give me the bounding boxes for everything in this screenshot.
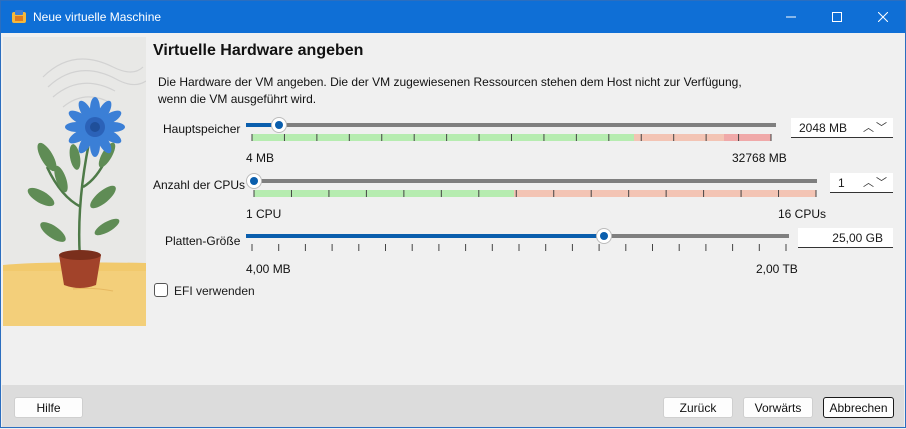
efi-checkbox[interactable] bbox=[154, 283, 168, 297]
minimize-icon bbox=[786, 16, 796, 18]
help-button[interactable]: Hilfe bbox=[14, 397, 83, 418]
cpu-slider-handle[interactable] bbox=[245, 172, 263, 190]
cpu-max-label: 16 CPUs bbox=[778, 207, 827, 221]
cpu-value: 1 bbox=[838, 176, 845, 190]
wizard-illustration bbox=[3, 37, 146, 326]
cpu-min-label: 1 CPU bbox=[246, 207, 282, 221]
page-description: Die Hardware der VM angeben. Die der VM … bbox=[158, 75, 742, 106]
cancel-button[interactable]: Abbrechen bbox=[823, 397, 894, 418]
disk-slider-handle[interactable] bbox=[595, 227, 613, 245]
disk-size-field[interactable]: 25,00 GB bbox=[798, 228, 893, 248]
memory-label: Hauptspeicher bbox=[163, 122, 241, 136]
cpu-spinbox[interactable]: 1 ︿﹀ bbox=[830, 173, 893, 193]
disk-value: 25,00 GB bbox=[832, 231, 883, 245]
page-title: Virtuelle Hardware angeben bbox=[153, 42, 364, 59]
window-title: Neue virtuelle Maschine bbox=[33, 10, 162, 24]
efi-label[interactable]: EFI verwenden bbox=[174, 284, 255, 298]
spin-arrows-icon[interactable]: ︿﹀ bbox=[863, 122, 889, 134]
maximize-button[interactable] bbox=[814, 1, 860, 33]
memory-spinbox[interactable]: 2048 MB ︿﹀ bbox=[791, 118, 893, 138]
memory-min-label: 4 MB bbox=[246, 151, 275, 165]
maximize-icon bbox=[832, 12, 842, 22]
back-button[interactable]: Zurück bbox=[663, 397, 733, 418]
spin-arrows-icon[interactable]: ︿﹀ bbox=[863, 177, 889, 189]
disk-label: Platten-Größe bbox=[165, 234, 241, 248]
virtualbox-app-icon bbox=[12, 10, 26, 23]
close-button[interactable] bbox=[860, 1, 906, 33]
disk-max-label: 2,00 TB bbox=[756, 262, 798, 276]
minimize-button[interactable] bbox=[768, 1, 814, 33]
disk-min-label: 4,00 MB bbox=[246, 262, 291, 276]
close-icon bbox=[878, 12, 888, 22]
memory-max-label: 32768 MB bbox=[732, 151, 787, 165]
memory-value: 2048 MB bbox=[799, 121, 848, 135]
wizard-content bbox=[2, 33, 904, 385]
cpu-label: Anzahl der CPUs bbox=[153, 178, 246, 192]
next-button[interactable]: Vorwärts bbox=[743, 397, 813, 418]
memory-slider-handle[interactable] bbox=[270, 116, 288, 134]
title-bar: Neue virtuelle Maschine bbox=[1, 1, 905, 33]
